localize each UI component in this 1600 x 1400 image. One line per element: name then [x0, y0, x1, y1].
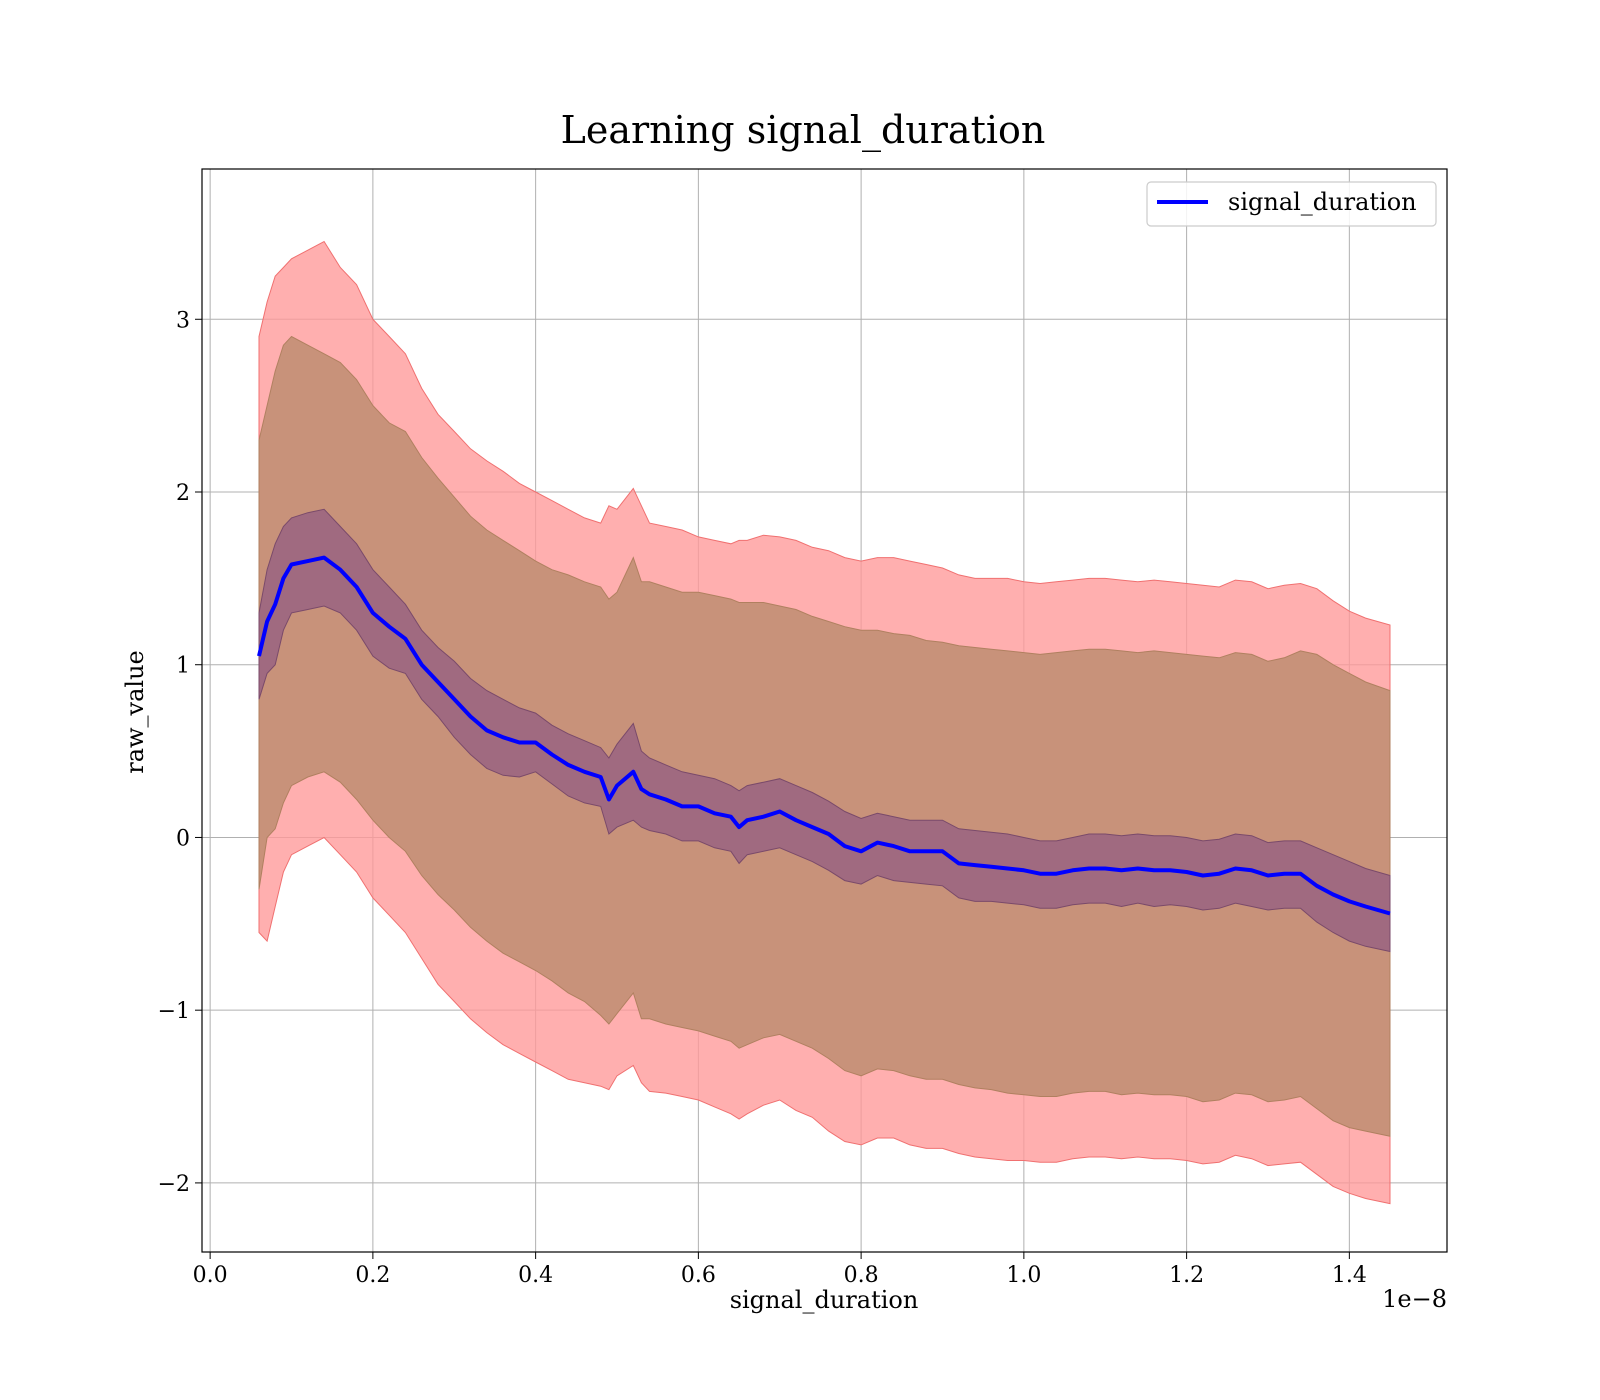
x-tick-label: 1.4	[1332, 1263, 1367, 1288]
x-tick-label: 0.6	[681, 1263, 716, 1288]
y-tick-label: 2	[176, 481, 190, 506]
x-axis-offset-label: 1e−8	[1382, 1285, 1447, 1313]
y-axis-ticks: −2 −1 0 1 2 3	[158, 308, 202, 1197]
legend: signal_duration	[1146, 181, 1437, 227]
plot-frame	[201, 168, 1448, 1253]
x-tick-label: 0.0	[193, 1263, 228, 1288]
y-tick-label: −1	[158, 999, 190, 1024]
confidence-bands	[258, 240, 1391, 1205]
y-tick-label: −2	[158, 1172, 190, 1197]
x-tick-label: 0.4	[518, 1263, 553, 1288]
inner-band	[258, 508, 1391, 953]
legend-label: signal_duration	[1228, 188, 1417, 216]
x-axis-ticks: 0.0 0.2 0.4 0.6 0.8 1.0 1.2 1.4	[193, 1252, 1367, 1288]
y-axis-label: raw_value	[121, 650, 149, 774]
x-tick-label: 1.0	[1006, 1263, 1041, 1288]
y-tick-label: 1	[176, 654, 190, 679]
chart-title: Learning signal_duration	[561, 108, 1046, 153]
x-axis-label: signal_duration	[730, 1286, 919, 1314]
y-tick-label: 0	[176, 826, 190, 851]
x-tick-label: 0.8	[844, 1263, 879, 1288]
x-tick-label: 0.2	[355, 1263, 390, 1288]
x-tick-label: 1.2	[1169, 1263, 1204, 1288]
series-line-signal-duration	[257, 555, 1391, 916]
legend-box	[1146, 181, 1437, 227]
y-tick-label: 3	[176, 308, 190, 333]
mid-band	[258, 335, 1391, 1137]
